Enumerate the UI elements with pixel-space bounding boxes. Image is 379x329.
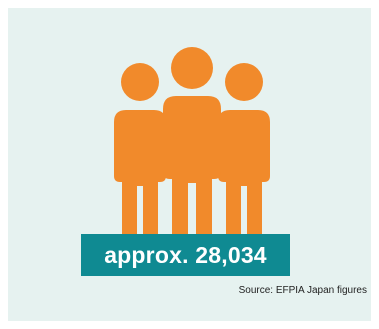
people-group-icon (114, 47, 270, 243)
source-note: Source: EFPIA Japan figures (238, 285, 367, 296)
count-badge: approx. 28,034 (81, 234, 290, 276)
person-center-icon (163, 47, 221, 243)
count-label: approx. 28,034 (104, 241, 267, 268)
person-right-icon (218, 63, 270, 243)
person-left-icon (114, 63, 166, 243)
